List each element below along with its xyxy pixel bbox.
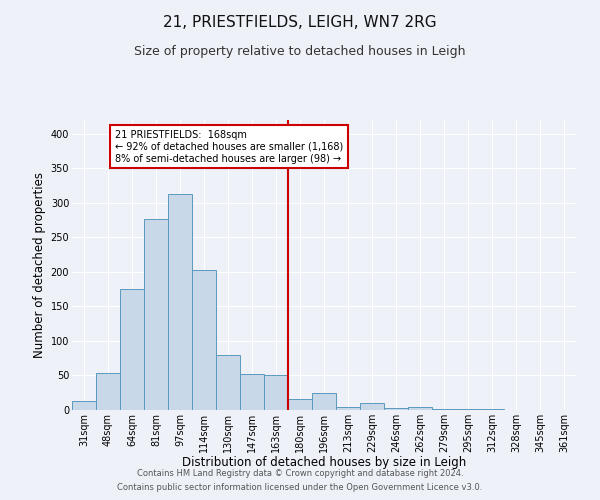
Bar — [432, 408, 456, 410]
X-axis label: Distribution of detached houses by size in Leigh: Distribution of detached houses by size … — [182, 456, 466, 469]
Bar — [96, 374, 120, 410]
Text: 21, PRIESTFIELDS, LEIGH, WN7 2RG: 21, PRIESTFIELDS, LEIGH, WN7 2RG — [163, 15, 437, 30]
Bar — [264, 376, 288, 410]
Text: 21 PRIESTFIELDS:  168sqm
← 92% of detached houses are smaller (1,168)
8% of semi: 21 PRIESTFIELDS: 168sqm ← 92% of detache… — [115, 130, 343, 164]
Bar — [408, 406, 432, 410]
Bar — [120, 289, 144, 410]
Text: Size of property relative to detached houses in Leigh: Size of property relative to detached ho… — [134, 45, 466, 58]
Bar — [312, 392, 336, 410]
Bar — [456, 408, 480, 410]
Bar — [72, 401, 96, 410]
Bar — [168, 194, 192, 410]
Bar — [288, 399, 312, 410]
Y-axis label: Number of detached properties: Number of detached properties — [34, 172, 46, 358]
Bar — [144, 218, 168, 410]
Bar — [384, 408, 408, 410]
Text: Contains HM Land Registry data © Crown copyright and database right 2024.: Contains HM Land Registry data © Crown c… — [137, 468, 463, 477]
Text: Contains public sector information licensed under the Open Government Licence v3: Contains public sector information licen… — [118, 484, 482, 492]
Bar — [360, 403, 384, 410]
Bar — [240, 374, 264, 410]
Bar — [192, 270, 216, 410]
Bar — [216, 355, 240, 410]
Bar — [336, 406, 360, 410]
